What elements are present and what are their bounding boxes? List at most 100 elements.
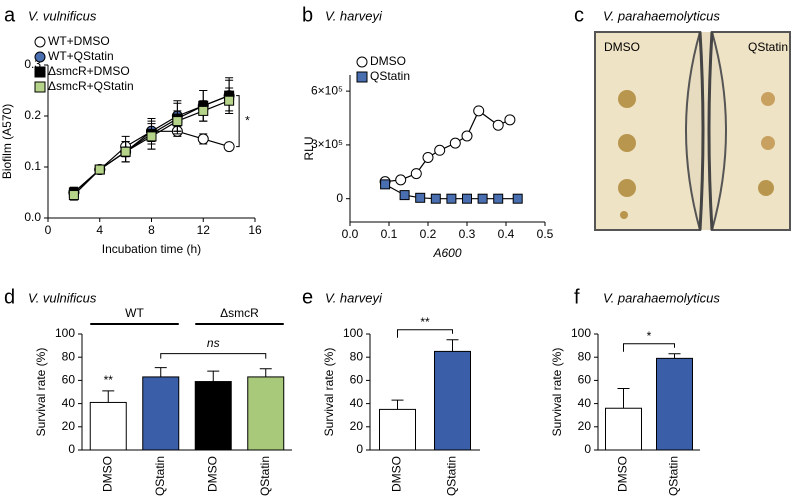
- y-tick-label: 60: [350, 373, 364, 387]
- x-tick-label: QStatin: [445, 456, 459, 496]
- marker: [473, 105, 485, 117]
- y-tick-label: 6×10⁵: [311, 83, 343, 97]
- annotation: **: [420, 315, 430, 329]
- marker: [462, 193, 472, 204]
- y-tick-label: 0: [584, 442, 591, 456]
- y-tick-label: 0.0: [24, 210, 41, 224]
- error-bar: [446, 339, 459, 352]
- legend-label: ΔsmcR+QStatin: [48, 79, 134, 93]
- marker: [197, 133, 209, 145]
- marker: [146, 131, 157, 142]
- marker: [493, 193, 504, 204]
- y-axis-label: Survival rate (%): [550, 348, 564, 437]
- legend-marker: [356, 56, 368, 68]
- y-tick-label: 80: [62, 349, 76, 363]
- error-bar: [102, 390, 115, 403]
- y-tick-label: 40: [350, 396, 364, 410]
- colony: [761, 136, 775, 150]
- bracket: [236, 95, 240, 148]
- x-tick-label: 4: [96, 223, 103, 237]
- x-tick-label: DMSO: [100, 456, 114, 492]
- error-bar: [668, 353, 681, 359]
- y-tick-label: 80: [350, 349, 364, 363]
- colony: [618, 90, 636, 108]
- error-bar: [259, 368, 272, 377]
- colony: [761, 92, 775, 106]
- y-axis-label: Survival rate (%): [34, 348, 48, 437]
- panel-letter: a: [4, 4, 16, 26]
- y-tick-label: 60: [578, 373, 592, 387]
- x-tick-label: 16: [248, 223, 262, 237]
- y-tick-label: 3×10⁵: [311, 137, 343, 151]
- marker: [172, 116, 183, 127]
- dish-rims: [698, 31, 714, 231]
- dish-photo: [594, 31, 791, 231]
- marker: [380, 179, 391, 190]
- annotation: *: [647, 329, 652, 343]
- marker: [120, 146, 131, 157]
- legend-marker: [34, 36, 46, 48]
- panel-title: V. parahaemolyticus: [603, 8, 720, 23]
- marker: [415, 192, 426, 203]
- legend-label: DMSO: [370, 54, 406, 68]
- bar: [434, 350, 471, 451]
- y-axis-label: Biofilm (A570): [0, 104, 14, 179]
- panel-title: V. harveyi: [325, 8, 383, 23]
- legend-label: ΔsmcR+DMSO: [48, 64, 130, 78]
- marker: [461, 130, 473, 142]
- group-label: WT: [125, 306, 144, 320]
- colony: [620, 211, 628, 219]
- x-tick-label: 0.0: [342, 227, 359, 241]
- bar: [605, 407, 642, 451]
- y-tick-label: 0.2: [24, 108, 41, 122]
- legend-marker: [356, 71, 368, 83]
- y-tick-label: 100: [55, 326, 75, 340]
- legend-marker: [34, 81, 46, 93]
- bar: [194, 381, 232, 451]
- chart-d: Survival rate (%) 0 20 40 60 80 100 DMSO QStatin…: [34, 306, 292, 496]
- bar: [89, 401, 127, 451]
- chart-e: Survival rate (%) 0 20 40 60 80 100 DMSO QStatin…: [322, 315, 480, 496]
- marker: [198, 105, 209, 116]
- error-bar: [391, 399, 404, 410]
- dish-label: DMSO: [604, 40, 640, 54]
- marker: [492, 119, 504, 131]
- y-tick-label: 100: [343, 326, 363, 340]
- legend-label: WT+DMSO: [48, 34, 110, 48]
- marker: [430, 193, 441, 204]
- x-tick-label: 0.5: [537, 227, 554, 241]
- bracket: [397, 329, 453, 338]
- marker: [94, 164, 105, 175]
- chart-a: Biofilm (A570)0.00.10.20.30 4 8 12 16Incubat…: [0, 34, 262, 256]
- marker: [434, 144, 446, 156]
- bar: [379, 408, 416, 451]
- x-tick-label: QStatin: [667, 456, 681, 496]
- x-tick-label: 0.1: [381, 227, 398, 241]
- chart-f: Survival rate (%) 0 20 40 60 80 100 DMSO QStatin…: [550, 326, 700, 496]
- y-tick-label: 0: [68, 442, 75, 456]
- bar: [656, 357, 693, 451]
- panel-letter: b: [302, 4, 313, 26]
- y-axis-label: Survival rate (%): [322, 348, 336, 437]
- panel-letter: f: [574, 286, 580, 308]
- panel-title: V. vulnificus: [28, 290, 97, 305]
- marker: [399, 190, 410, 201]
- legend-marker: [34, 51, 46, 63]
- annotation: *: [245, 113, 250, 127]
- dish-left: [594, 31, 702, 231]
- series-line: [385, 109, 511, 183]
- x-tick-label: DMSO: [616, 456, 630, 492]
- y-tick-label: 80: [578, 349, 592, 363]
- y-axis-label: RLU: [302, 136, 316, 160]
- x-tick-label: 0: [45, 223, 52, 237]
- marker: [223, 141, 235, 153]
- y-tick-label: 20: [578, 419, 592, 433]
- colony: [618, 134, 636, 152]
- legend-label: QStatin: [370, 69, 410, 83]
- marker: [446, 193, 457, 204]
- panel-letter: e: [302, 286, 313, 308]
- bar: [247, 376, 285, 451]
- x-tick-label: DMSO: [390, 456, 404, 492]
- marker: [449, 137, 461, 149]
